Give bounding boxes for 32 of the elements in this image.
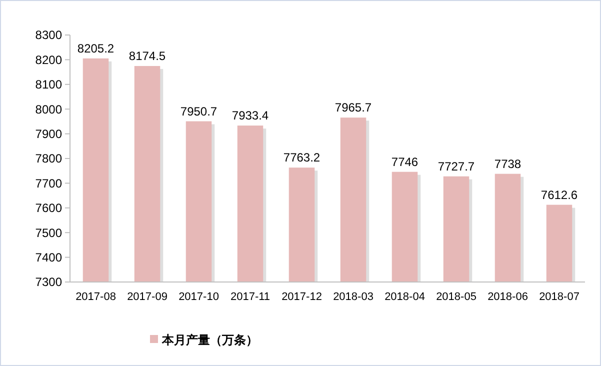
y-tick-label: 8000 bbox=[35, 102, 62, 116]
x-tick-label: 2017-12 bbox=[282, 291, 322, 303]
y-tick-label: 7800 bbox=[35, 152, 62, 166]
x-tick-label: 2018-03 bbox=[333, 291, 374, 303]
x-tick-label: 2017-08 bbox=[76, 291, 116, 303]
legend-label: 本月产量（万条） bbox=[161, 333, 258, 348]
y-tick-label: 7300 bbox=[35, 275, 62, 290]
data-label: 7965.7 bbox=[334, 100, 372, 115]
y-tick-label: 8100 bbox=[35, 78, 62, 92]
x-tick-label: 2018-06 bbox=[488, 291, 528, 303]
data-label: 7746 bbox=[391, 154, 418, 169]
data-label: 7612.6 bbox=[540, 188, 578, 202]
x-tick-label: 2017-10 bbox=[178, 291, 219, 303]
y-tick-label: 7500 bbox=[35, 226, 62, 240]
y-tick-label: 7700 bbox=[35, 176, 62, 190]
x-tick-label: 2018-05 bbox=[436, 291, 476, 303]
data-label: 8174.5 bbox=[128, 49, 166, 63]
data-label: 7738 bbox=[494, 156, 522, 171]
data-label: 7763.2 bbox=[283, 150, 320, 165]
x-tick-label: 2017-09 bbox=[127, 291, 168, 303]
x-tick-label: 2017-11 bbox=[230, 291, 270, 303]
data-label: 7727.7 bbox=[438, 159, 475, 174]
y-tick-label: 7900 bbox=[35, 127, 62, 141]
data-label: 7950.7 bbox=[180, 104, 218, 118]
y-tick-label: 8200 bbox=[35, 52, 62, 67]
y-tick-label: 7400 bbox=[35, 250, 62, 264]
x-tick-label: 2018-07 bbox=[539, 291, 580, 303]
data-label: 7933.4 bbox=[232, 108, 269, 123]
y-tick-label: 7600 bbox=[35, 201, 62, 216]
x-tick-label: 2018-04 bbox=[384, 291, 425, 303]
y-tick-label: 8300 bbox=[35, 28, 62, 42]
data-label: 8205.2 bbox=[77, 41, 114, 56]
